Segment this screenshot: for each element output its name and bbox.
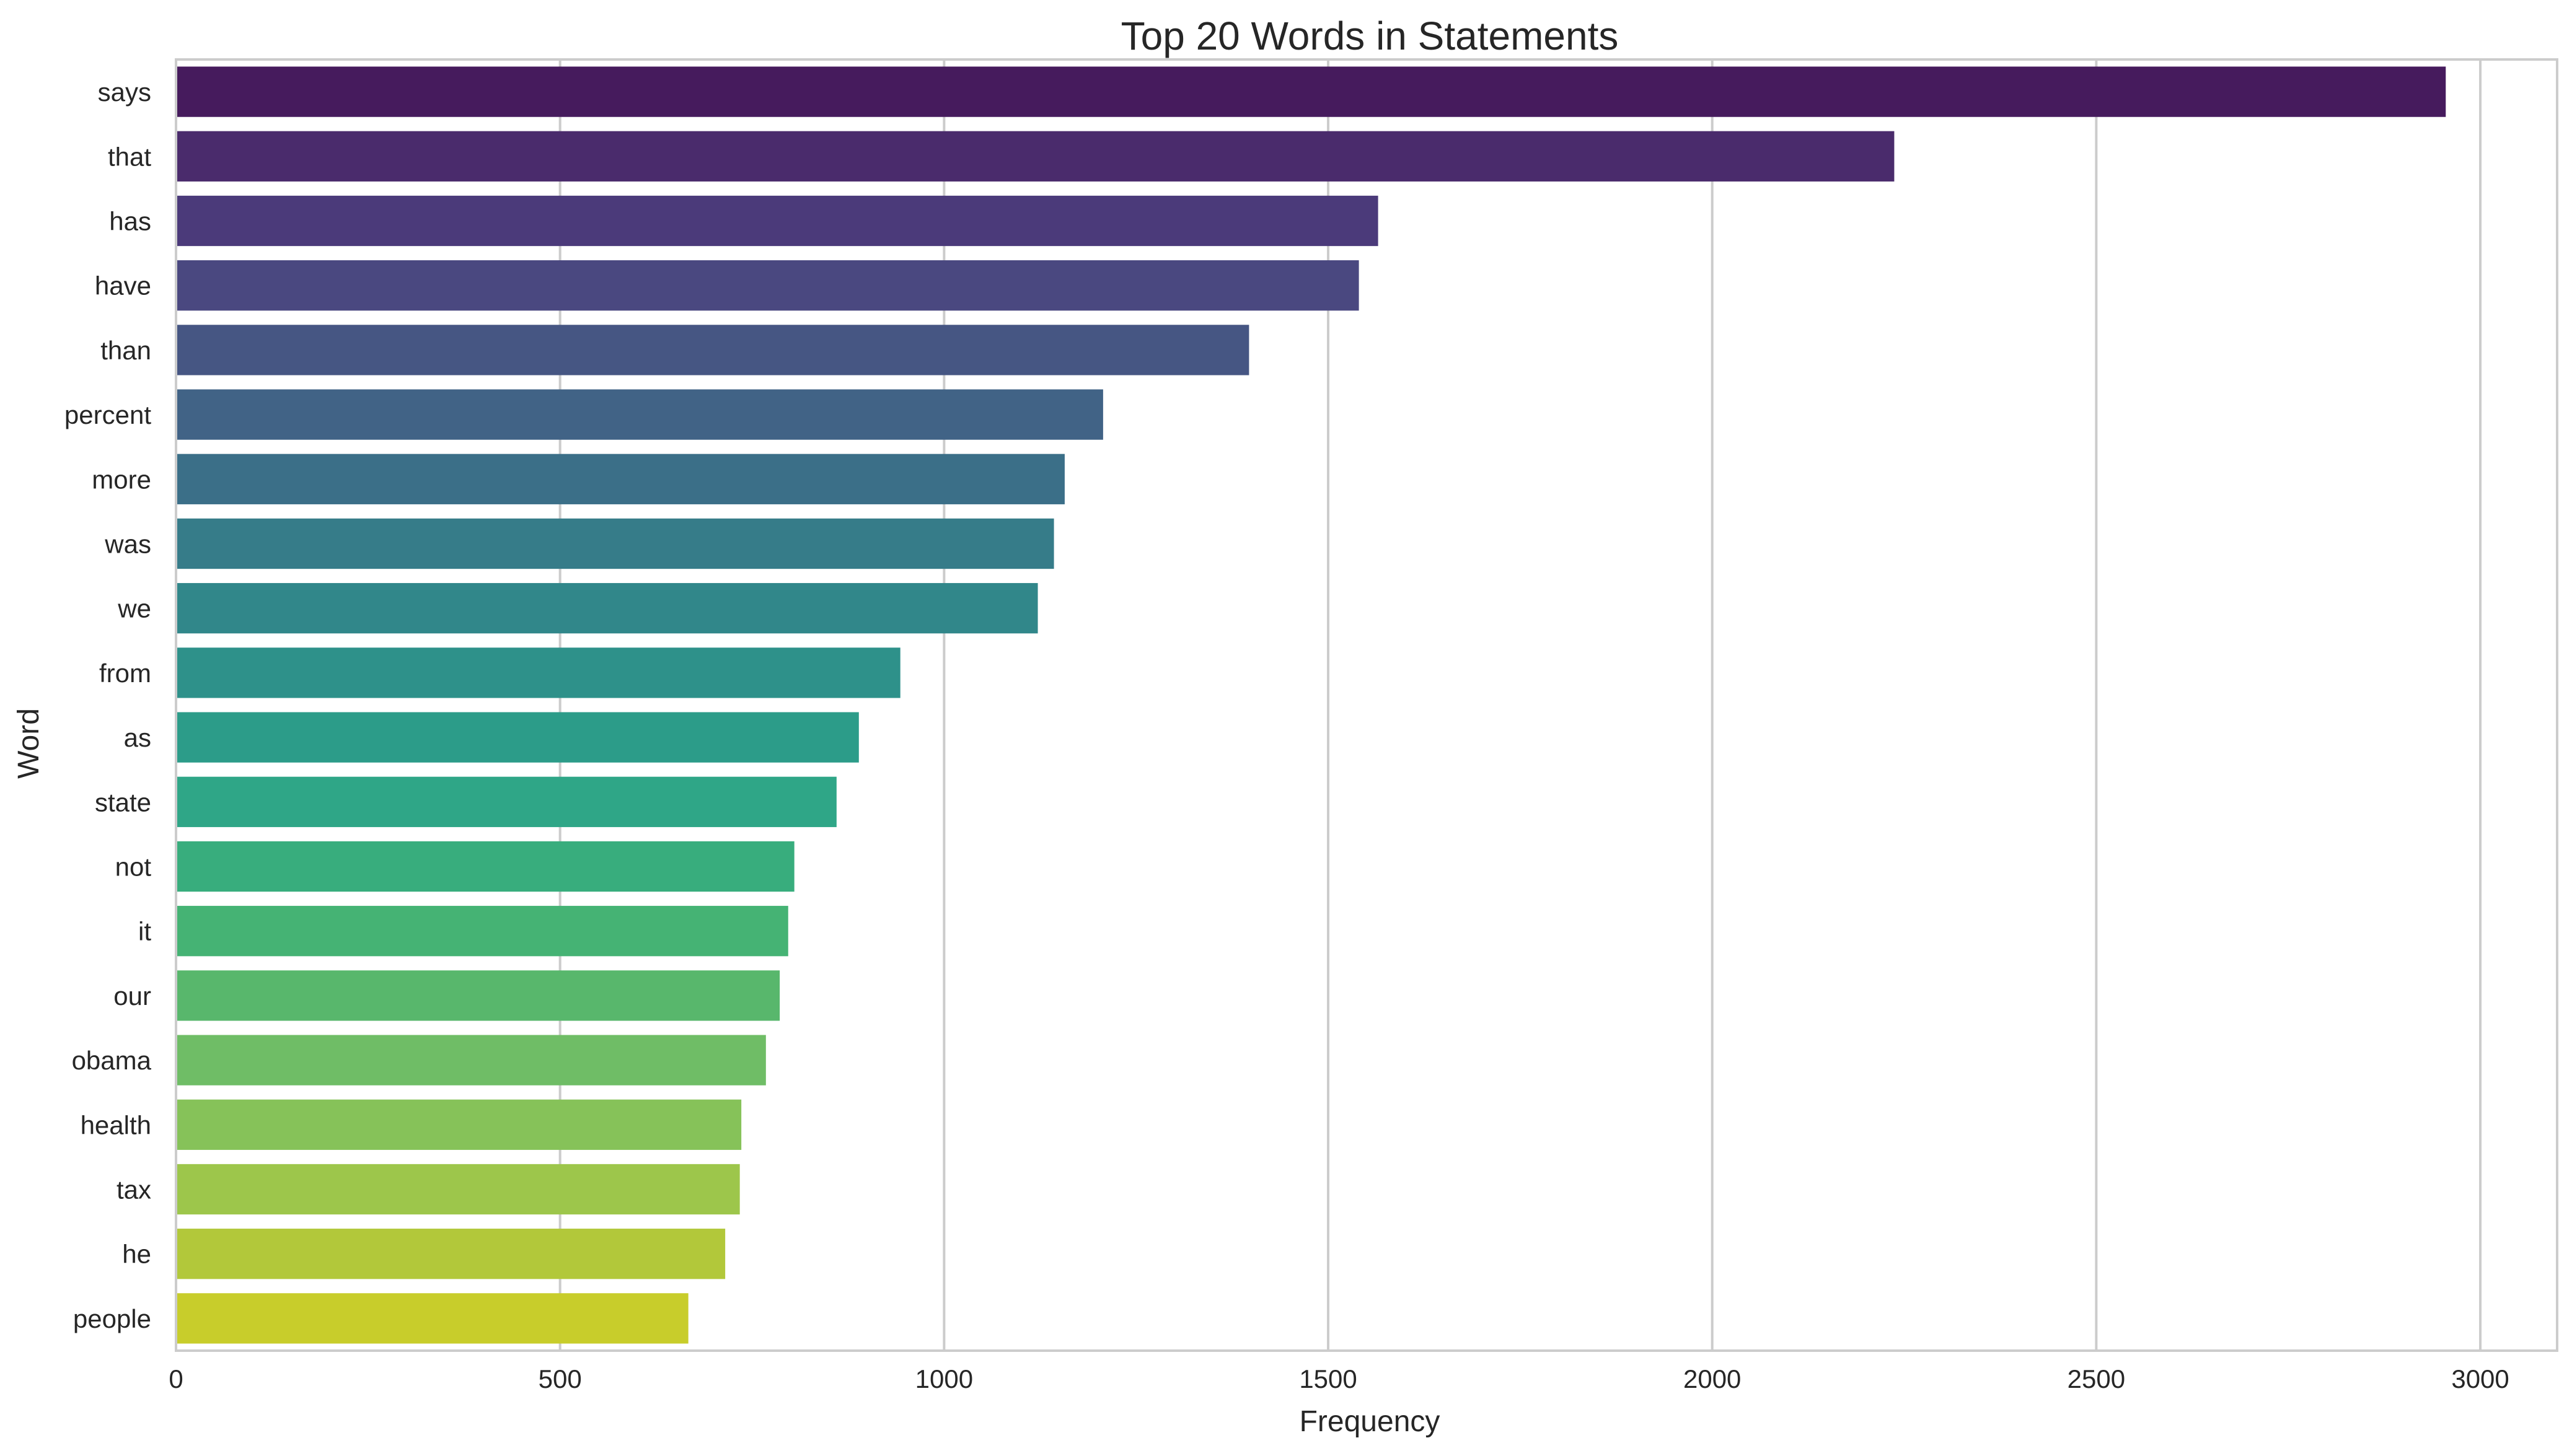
bar-we [176, 583, 1038, 634]
y-tick-label: have [95, 271, 151, 300]
bar-have [176, 260, 1359, 311]
x-tick-label: 3000 [2451, 1364, 2509, 1393]
y-tick-label: has [109, 207, 151, 236]
x-tick-label: 0 [169, 1364, 183, 1393]
y-tick-label: from [99, 659, 151, 688]
y-tick-label: we [117, 594, 151, 623]
y-tick-label: people [73, 1304, 151, 1333]
bar-our [176, 970, 780, 1021]
y-tick-label: percent [64, 400, 151, 429]
bar-says [176, 66, 2446, 117]
y-tick-label: health [81, 1110, 151, 1139]
y-tick-label: it [138, 917, 151, 946]
bar-state [176, 776, 837, 827]
bars [176, 66, 2446, 1344]
y-tick-label: more [92, 465, 151, 494]
y-tick-label: was [104, 530, 151, 559]
y-tick-label: not [115, 853, 152, 882]
bar-tax [176, 1164, 740, 1215]
bar-was [176, 518, 1054, 569]
bar-than [176, 325, 1249, 375]
bar-as [176, 712, 859, 763]
x-tick-label: 1000 [915, 1364, 973, 1393]
bar-that [176, 131, 1895, 182]
x-tick-label: 500 [539, 1364, 582, 1393]
y-tick-label: our [113, 981, 151, 1011]
grid-lines [175, 59, 2482, 1351]
y-tick-label: that [108, 142, 151, 171]
y-tick-label: obama [72, 1046, 152, 1075]
plot-frame [175, 58, 2558, 1352]
bar-people [176, 1293, 689, 1344]
axes-frame [175, 58, 2558, 1352]
y-tick-label: as [124, 723, 151, 752]
y-tick-label: than [100, 336, 151, 365]
bar-from [176, 647, 901, 698]
chart-title: Top 20 Words in Statements [1121, 14, 1619, 58]
bar-more [176, 454, 1065, 504]
bar-health [176, 1099, 742, 1150]
bar-obama [176, 1035, 766, 1085]
y-axis-label: Word [12, 708, 45, 779]
bar-it [176, 906, 788, 957]
x-tick-label: 1500 [1299, 1364, 1357, 1393]
bar-he [176, 1229, 726, 1279]
bar-percent [176, 389, 1103, 440]
x-tick-label: 2500 [2068, 1364, 2125, 1393]
y-tick-labels: says that has have than percent more was we from a… [64, 77, 152, 1333]
y-tick-label: says [98, 77, 151, 107]
bar-not [176, 841, 795, 892]
x-tick-labels: 0 500 1000 1500 2000 2500 3000 [169, 1364, 2509, 1393]
y-tick-label: he [122, 1240, 151, 1269]
bar-has [176, 195, 1378, 247]
x-tick-label: 2000 [1683, 1364, 1741, 1393]
y-tick-label: tax [117, 1175, 151, 1204]
x-axis-label: Frequency [1300, 1405, 1440, 1438]
y-tick-label: state [95, 787, 151, 817]
